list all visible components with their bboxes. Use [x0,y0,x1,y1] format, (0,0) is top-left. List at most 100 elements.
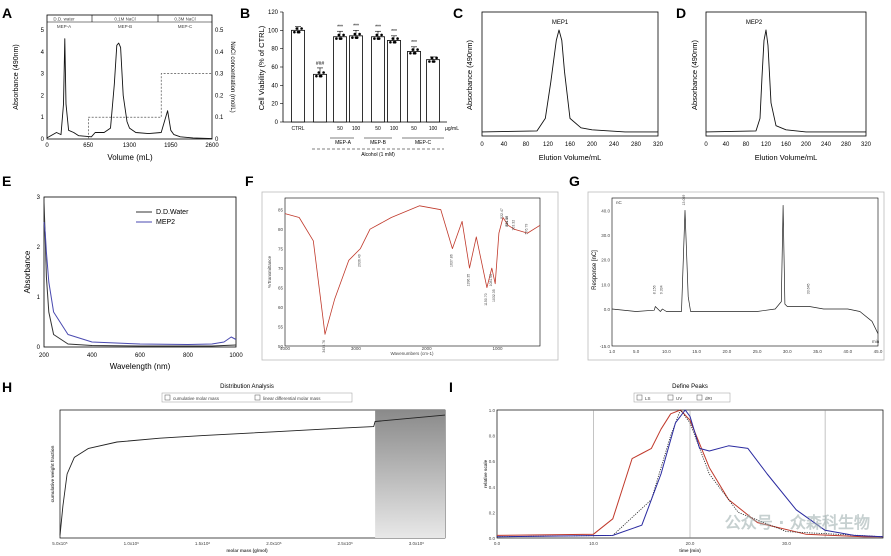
panel-i-y-tick-label: 1.0 [489,408,496,413]
panel-b-data-point [392,40,396,44]
panel-b-chart: 0 20 40 60 80 100 120 ### *** *** *** *** *** CTRL 50 1… [257,10,459,158]
panel-h-legend-checkbox-2[interactable] [254,394,261,401]
panel-b-data-point [296,30,300,34]
panel-g-x-tick-label: 25.0 [753,349,762,354]
panel-f-ir-spectrum [284,205,541,335]
panel-letter-i: I [449,379,453,395]
panel-b-group-2: MEP-B [370,140,387,146]
panel-h-x-tick-label: 3.0x10⁶ [409,541,425,546]
panel-i-legend-checkbox-uv[interactable] [667,394,674,401]
panel-b-y-tick-label: 60 [271,65,278,71]
panel-e-x-tick-label: 800 [183,353,194,359]
panel-b-x-label: 100 [429,126,438,132]
panel-f-xlabel: Wavenumbers (cm-1) [390,351,434,356]
panel-g-peak-label: 13.069 [682,195,686,206]
panel-e-xlabel: Wavelength (nm) [110,362,171,371]
panel-e-y-tick-label: 0 [37,345,41,351]
panel-b-unit: µg/mL [445,126,459,132]
panel-a-xlabel: Volume (mL) [107,153,153,162]
panel-e-legend-1: D.D.Water [156,209,189,216]
panel-b-data-point [353,32,357,36]
panel-e-x-tick-label: 1000 [229,353,243,359]
panel-f-x-tick-label: 4000 [280,346,291,351]
panel-b-data-point [300,27,303,30]
panel-i-y-tick-label: 0.0 [489,536,496,541]
panel-b-alcohol-label: Alcohol (1 mM) [361,152,395,158]
panel-i-y-tick-label: 0.8 [489,434,496,439]
panel-f-peak-label: 922.47 [500,208,504,219]
panel-f-x-tick-label: 1000 [492,346,503,351]
panel-c-x-tick-label: 280 [631,142,642,148]
panel-d-x-tick-label: 0 [704,142,708,148]
panel-h-x-tick-label: 2.5x10⁶ [337,541,353,546]
panel-b-data-point [358,32,361,36]
panel-g-y-tick-label: 30.0 [601,233,610,238]
panel-i-legend-checkbox-dri[interactable] [696,394,703,401]
panel-b-significance: *** [411,40,417,46]
panel-b-data-point [389,40,392,44]
panel-b-group-3: MEP-C [415,140,432,146]
panel-c-x-tick-label: 200 [587,142,598,148]
panel-a-fraction-2: MEP-B [118,24,132,29]
panel-i-dri-line [496,409,884,538]
panel-h-legend-1: cumulative molar mass [173,396,220,401]
panel-i-x-tick-label: 10.0 [589,541,598,546]
panel-f-y-tick-label: 80 [278,227,284,232]
panel-e-y-tick-label: 2 [37,245,41,251]
panel-g-x-tick-label: 45.0 [874,349,883,354]
panel-i-uv-line [496,409,884,538]
panel-f-y-tick-label: 65 [278,286,284,291]
panel-b-data-point [337,33,341,37]
panel-c-x-tick-label: 320 [653,142,664,148]
panel-g-peak-label: 8.156 [652,285,656,294]
panel-g-unit: nC [616,200,623,205]
panel-b-x-label: 100 [390,126,399,132]
panel-i-y-tick-label: 0.6 [489,459,496,464]
panel-a-y2-tick-label: 0.2 [215,93,224,99]
panel-i-legend-box [633,392,731,403]
panel-b-data-point [335,37,338,40]
panel-b-y-tick-label: 120 [268,10,279,16]
panel-g-x-tick-label: 10.0 [662,349,671,354]
panel-c-chart: 0 40 80 120 160 200 240 280 320 MEP1 Elution Vol… [465,11,664,162]
panel-a-absorbance-line [46,38,213,140]
panel-a-x-tick-label: 2600 [205,143,219,149]
panel-a-y-tick-label: 3 [41,72,45,78]
panel-c-trace [481,29,658,133]
panel-f-peak-label: 1081.60 [489,274,493,287]
panel-b-x-label: 50 [375,126,381,132]
panel-g-peak-label: 33.645 [806,283,810,294]
panel-c-peak-label: MEP1 [552,20,569,26]
panel-a-y-tick-label: 1 [41,115,45,121]
panel-d-x-tick-label: 240 [821,142,832,148]
panel-b-significance: ### [316,61,325,67]
panel-g-x-tick-label: 15.0 [692,349,701,354]
panel-e-x-tick-label: 200 [39,353,50,359]
panel-e-chart: 200 400 600 800 1000 0 1 2 3 D.D.Water MEP2 Wave… [23,195,243,371]
panel-h-legend-checkbox-1[interactable] [164,394,171,401]
panel-a-segment-1: D.D. water [53,17,75,22]
panel-b-data-point [342,33,345,37]
panel-a-ylabel: Absorbance (490nm) [13,44,20,109]
panel-a-x-tick-label: 1300 [123,143,137,149]
panel-g-x-tick-label: 5.0 [633,349,640,354]
panel-i-x-tick-label: 20.0 [686,541,695,546]
panel-b-significance: *** [391,29,397,35]
panel-f-ylabel: %Transmittance [267,255,272,288]
panel-h-xlabel: molar mass (g/mol) [226,548,268,553]
panel-f-y-tick-label: 75 [278,247,284,252]
panel-b-bar [291,29,305,123]
panel-i-legend-ls: LS [645,396,651,401]
panel-b-significance: *** [337,24,343,30]
panel-f-peak-label: 1032.35 [492,289,496,302]
panel-d-x-tick-label: 80 [743,142,750,148]
panel-i-legend-checkbox-ls[interactable] [636,394,643,401]
panel-e-y-tick-label: 1 [37,295,41,301]
panel-b-data-point [409,51,412,55]
panel-f-peak-label: 3435.76 [322,340,326,353]
panel-g-x-tick-label: 30.0 [783,349,792,354]
panel-e-legend-2: MEP2 [156,219,175,226]
panel-b-bar [371,36,385,123]
panel-letter-f: F [245,173,254,189]
panel-c-x-tick-label: 0 [480,142,484,148]
